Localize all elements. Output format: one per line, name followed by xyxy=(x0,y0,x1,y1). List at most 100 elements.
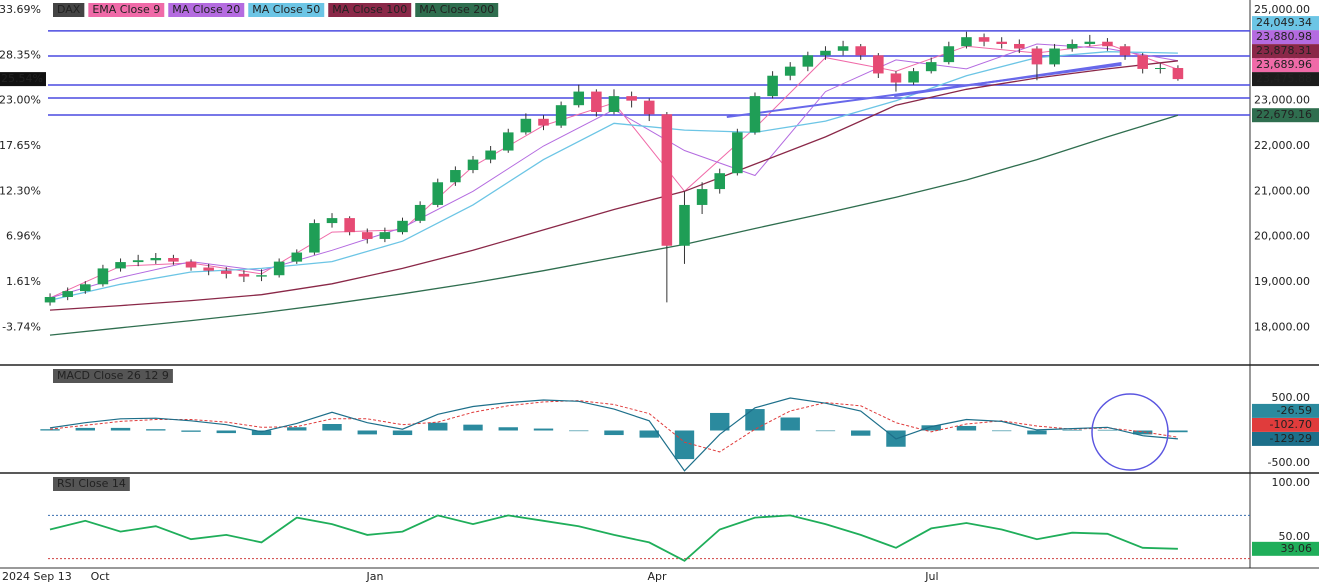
price-label-box xyxy=(1252,44,1319,59)
candle-body xyxy=(44,296,56,303)
candle-body xyxy=(1031,48,1043,65)
candle-body xyxy=(520,118,532,133)
histogram-bar xyxy=(110,427,131,431)
pane-title: RSI Close 14 xyxy=(57,477,126,490)
histogram-bar xyxy=(463,424,483,431)
y-tick-label: 50.00 xyxy=(1279,530,1311,543)
candle-body xyxy=(168,257,179,262)
histogram-bar xyxy=(780,417,800,431)
histogram-bar xyxy=(1097,429,1118,431)
candle-body xyxy=(150,257,162,261)
candle-body xyxy=(591,91,602,112)
candle-body xyxy=(1014,43,1025,49)
price-label: 39.06 xyxy=(1281,542,1313,555)
ma-line xyxy=(49,51,1178,301)
y2-tick-label: 17.65% xyxy=(0,139,41,152)
histogram-bar xyxy=(674,430,695,460)
y2-tick-label: 33.69% xyxy=(0,3,41,16)
y-tick-label: 18,000.00 xyxy=(1254,320,1310,333)
pane-title: EMA Close 9 xyxy=(92,3,160,16)
y2-tick-label: 1.61% xyxy=(6,275,41,288)
candle-body xyxy=(203,267,214,271)
histogram-bar xyxy=(287,427,307,431)
annotation-circle xyxy=(1091,393,1169,471)
candle-body xyxy=(661,114,673,246)
candle-body xyxy=(608,96,620,112)
candle-body xyxy=(273,261,285,276)
y2-tick-label: 28.35% xyxy=(0,48,41,61)
candle-body xyxy=(626,96,637,101)
candle-body xyxy=(925,62,937,72)
candle-body xyxy=(890,73,902,83)
y-tick-label: 19,000.00 xyxy=(1254,275,1310,288)
pane-title-box xyxy=(88,3,165,17)
pane-title: MA Close 200 xyxy=(419,3,494,16)
candle-body xyxy=(873,55,884,74)
candle-body xyxy=(996,41,1007,44)
candle-body xyxy=(379,232,391,239)
x-tick-label: Jul xyxy=(924,570,938,583)
histogram-bar xyxy=(956,425,977,431)
price-label-box xyxy=(1252,431,1319,446)
macd-line xyxy=(49,397,1178,472)
candle-body xyxy=(1049,48,1060,65)
candle-body xyxy=(361,232,373,239)
histogram-bar xyxy=(40,429,60,431)
histogram-bar xyxy=(569,430,589,432)
candle-body xyxy=(450,170,461,183)
candle-body xyxy=(1119,46,1131,56)
y2-tick-label: 12.30% xyxy=(0,184,41,197)
pane-title: MA Close 100 xyxy=(332,3,407,16)
price-label: -26.59 xyxy=(1277,404,1312,417)
candle-body xyxy=(784,66,796,76)
candle-body xyxy=(344,218,355,233)
signal-line xyxy=(49,400,1178,453)
candle-body xyxy=(855,46,866,56)
pane-title: MA Close 50 xyxy=(252,3,320,16)
histogram-bar xyxy=(1027,430,1047,435)
x-tick-label: Apr xyxy=(647,570,667,583)
histogram-bar xyxy=(851,430,871,436)
y-tick-label: 20,000.00 xyxy=(1254,230,1310,243)
ma-line xyxy=(49,60,1178,311)
pane-title-box xyxy=(248,3,325,17)
candle-body xyxy=(432,182,444,205)
price-label-box xyxy=(1252,541,1319,556)
histogram-bar xyxy=(428,422,448,431)
candle-body xyxy=(185,261,197,268)
y2-tick-label: 6.96% xyxy=(6,230,41,243)
candle-body xyxy=(397,220,408,233)
candle-body xyxy=(820,50,831,56)
y-tick-label: 25,000.00 xyxy=(1254,3,1310,16)
trend-line xyxy=(894,62,1122,98)
price-label-box xyxy=(1252,403,1319,418)
x-tick-label: Jan xyxy=(366,570,384,583)
histogram-bar xyxy=(745,409,765,431)
candle-body xyxy=(1172,68,1184,80)
candle-body xyxy=(1066,43,1078,49)
candle-body xyxy=(538,118,549,126)
candle-body xyxy=(132,260,144,263)
candle-body xyxy=(256,275,267,277)
histogram-bar xyxy=(710,412,730,431)
histogram-bar xyxy=(1132,430,1153,435)
candle-body xyxy=(573,91,585,106)
y-tick-label: 23,000.00 xyxy=(1254,94,1310,107)
candle-body xyxy=(978,37,990,42)
candle-body xyxy=(714,173,726,190)
pane-title-box xyxy=(168,3,245,17)
candle-body xyxy=(732,132,743,174)
histogram-bar xyxy=(498,427,518,431)
price-label-box xyxy=(1252,417,1319,432)
candle-body xyxy=(802,55,814,67)
histogram-bar xyxy=(533,428,554,431)
histogram-bar xyxy=(1168,430,1188,433)
candle-body xyxy=(326,218,338,224)
candle-body xyxy=(238,273,250,277)
candle-body xyxy=(767,75,778,97)
price-label-box xyxy=(1252,108,1319,123)
price-label: 23,475.88 xyxy=(1256,72,1312,85)
candle-body xyxy=(908,71,919,83)
